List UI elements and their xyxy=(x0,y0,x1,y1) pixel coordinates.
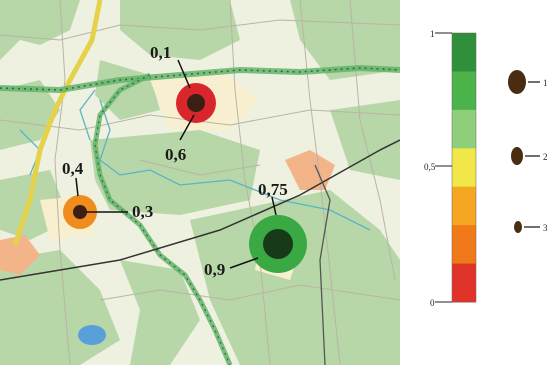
marker-green-label-top: 0,75 xyxy=(258,180,288,199)
lake xyxy=(78,325,106,345)
scale-segment-2 xyxy=(452,71,476,111)
scale-segment-7 xyxy=(452,263,476,303)
size-legend-3: 3 xyxy=(514,221,548,233)
color-scale-bar xyxy=(451,32,477,303)
marker-green[interactable]: 0,75 0,9 xyxy=(204,180,307,279)
scale-segment-3 xyxy=(452,109,476,149)
marker-red[interactable]: 0,1 0,6 xyxy=(150,43,216,164)
minor-roads xyxy=(0,0,400,365)
size-legend-2: 2 xyxy=(511,147,548,165)
scale-label-top: 1 xyxy=(430,29,435,39)
highway xyxy=(12,0,103,246)
size-label-1: 1 xyxy=(543,78,548,88)
marker-orange-label-top: 0,4 xyxy=(62,159,84,178)
urban-patches xyxy=(0,150,335,275)
scale-label-bottom: 0 xyxy=(430,298,435,308)
size-label-2: 2 xyxy=(543,152,548,162)
scale-label-mid: 0,5 xyxy=(424,162,436,172)
marker-orange[interactable]: 0,4 0,3 xyxy=(62,159,153,229)
marker-orange-label-right: 0,3 xyxy=(132,202,153,221)
marker-red-label-bottom: 0,6 xyxy=(165,145,186,164)
scale-border xyxy=(451,32,477,303)
marker-red-label-top: 0,1 xyxy=(150,43,171,62)
scale-segment-4 xyxy=(452,148,476,188)
size-label-3: 3 xyxy=(543,223,548,233)
scale-segment-5 xyxy=(452,186,476,226)
railway-line xyxy=(0,139,400,281)
map-area: 0,1 0,6 0,4 0,3 0,75 0,9 xyxy=(0,0,400,365)
size-legend-1: 1 xyxy=(508,70,548,94)
scale-segment-1 xyxy=(452,33,476,72)
scale-segment-6 xyxy=(452,225,476,265)
marker-green-label-bottom: 0,9 xyxy=(204,260,225,279)
secondary-road xyxy=(314,164,331,365)
legend: 1 0,5 0 1 2 3 xyxy=(424,29,548,308)
